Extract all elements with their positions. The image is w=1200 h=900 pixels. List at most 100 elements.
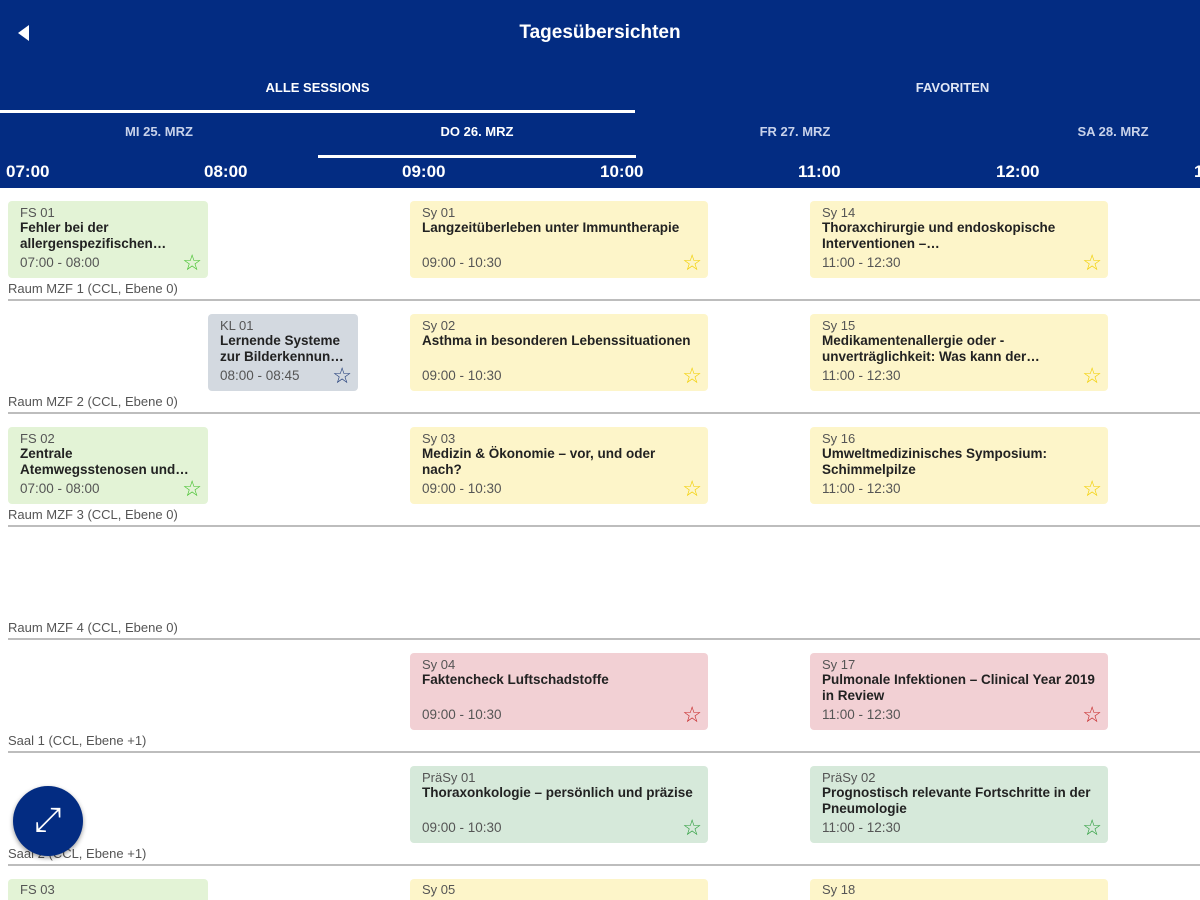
session-code: Sy 16 <box>822 431 856 446</box>
row-divider <box>8 638 1200 640</box>
favorite-star-icon[interactable]: ☆ <box>182 250 202 275</box>
favorite-star-icon[interactable]: ☆ <box>682 250 702 275</box>
session-time: 09:00 - 10:30 <box>422 820 502 835</box>
day-tab-fr[interactable]: FR 27. MRZ <box>759 124 831 139</box>
session-title: Thoraxonkologie – persönlich und präzise <box>422 785 693 800</box>
session-code: Sy 04 <box>422 657 456 672</box>
session-code: Sy 15 <box>822 318 856 333</box>
session-title: Fehler bei der allergenspezifischen… <box>20 220 167 251</box>
session-title: Zentrale Atemwegsstenosen und… <box>20 446 189 477</box>
room-row: PräSy 01 Thoraxonkologie – persönlich und… <box>0 753 1200 866</box>
session-card[interactable]: Sy 17 Pulmonale Infektionen – Clinical Ye… <box>810 653 1108 730</box>
favorite-star-icon[interactable]: ☆ <box>682 702 702 727</box>
favorite-star-icon[interactable]: ☆ <box>1082 363 1102 388</box>
session-time: 11:00 - 12:30 <box>822 820 901 835</box>
session-card[interactable]: Sy 18 <box>810 879 1108 900</box>
room-row: KL 01 Lernende Systeme zur Bilderkennun… 0… <box>0 301 1200 414</box>
session-title: Langzeitüberleben unter Immuntherapie <box>422 220 680 235</box>
hour-label: 09:00 <box>402 162 446 181</box>
hour-label: 12:00 <box>996 162 1040 181</box>
session-card[interactable]: Sy 03 Medizin & Ökonomie – vor, und oder … <box>410 427 708 504</box>
favorite-star-icon[interactable]: ☆ <box>682 815 702 840</box>
session-code: Sy 02 <box>422 318 456 333</box>
session-time: 08:00 - 08:45 <box>220 368 300 383</box>
session-card[interactable]: FS 03 <box>8 879 208 900</box>
session-time: 09:00 - 10:30 <box>422 481 502 496</box>
session-title: Pulmonale Infektionen – Clinical Year 20… <box>822 672 1095 703</box>
session-card[interactable]: Sy 05 <box>410 879 708 900</box>
session-time: 11:00 - 12:30 <box>822 368 901 383</box>
favorite-star-icon[interactable]: ☆ <box>1082 250 1102 275</box>
row-divider <box>8 751 1200 753</box>
session-card[interactable]: PräSy 01 Thoraxonkologie – persönlich und… <box>410 766 708 843</box>
session-time: 09:00 - 10:30 <box>422 368 502 383</box>
room-row: Raum MZF 4 (CCL, Ebene 0) <box>0 527 1200 640</box>
room-row: FS 03 Sy 05 Sy 18 <box>0 866 1200 900</box>
room-label: Raum MZF 2 (CCL, Ebene 0) <box>8 394 178 409</box>
tab-favoriten[interactable]: FAVORITEN <box>915 80 990 95</box>
favorite-star-icon[interactable]: ☆ <box>1082 815 1102 840</box>
row-divider <box>8 299 1200 301</box>
favorite-star-icon[interactable]: ☆ <box>1082 702 1102 727</box>
session-code: Sy 05 <box>422 882 456 897</box>
session-card[interactable]: Sy 04 Faktencheck Luftschadstoffe 09:00 - … <box>410 653 708 730</box>
room-label: Raum MZF 1 (CCL, Ebene 0) <box>8 281 178 296</box>
day-tab-mi[interactable]: MI 25. MRZ <box>125 124 193 139</box>
room-label: Raum MZF 3 (CCL, Ebene 0) <box>8 507 178 522</box>
app-header: Tagesübersichten ALLE SESSIONS FAVORITEN… <box>0 0 1200 188</box>
session-title: Umweltmedizinisches Symposium: Schimmelp… <box>822 446 1048 477</box>
hour-label: 10:00 <box>600 162 644 181</box>
session-title: Medizin & Ökonomie – vor, und oder nach? <box>422 446 656 477</box>
room-label: Saal 1 (CCL, Ebene +1) <box>8 733 147 748</box>
session-card[interactable]: KL 01 Lernende Systeme zur Bilderkennun… 0… <box>208 314 358 391</box>
day-tab-do[interactable]: DO 26. MRZ <box>318 124 636 158</box>
session-time: 07:00 - 08:00 <box>20 255 100 270</box>
session-code: Sy 18 <box>822 882 856 897</box>
session-title: Prognostisch relevante Fortschritte in d… <box>822 785 1091 816</box>
favorite-star-icon[interactable]: ☆ <box>1082 476 1102 501</box>
session-card[interactable]: FS 01 Fehler bei der allergenspezifischen… <box>8 201 208 278</box>
session-card[interactable]: Sy 01 Langzeitüberleben unter Immuntherap… <box>410 201 708 278</box>
session-code: KL 01 <box>220 318 254 333</box>
row-divider <box>8 525 1200 527</box>
session-code: FS 03 <box>20 882 55 897</box>
hour-label: 11:00 <box>798 162 841 181</box>
session-code: Sy 01 <box>422 205 456 220</box>
favorite-star-icon[interactable]: ☆ <box>682 476 702 501</box>
tab-alle-sessions[interactable]: ALLE SESSIONS <box>0 80 635 113</box>
row-divider <box>8 864 1200 866</box>
favorite-star-icon[interactable]: ☆ <box>332 363 352 388</box>
room-label: Raum MZF 4 (CCL, Ebene 0) <box>8 620 178 635</box>
session-code: Sy 14 <box>822 205 856 220</box>
session-code: FS 02 <box>20 431 55 446</box>
session-card[interactable]: Sy 14 Thoraxchirurgie und endoskopische I… <box>810 201 1108 278</box>
expand-icon: ⤢ <box>34 801 62 839</box>
back-arrow-icon[interactable] <box>14 20 36 46</box>
session-time: 09:00 - 10:30 <box>422 255 502 270</box>
session-card[interactable]: PräSy 02 Prognostisch relevante Fortschri… <box>810 766 1108 843</box>
session-code: Sy 03 <box>422 431 456 446</box>
day-tab-sa[interactable]: SA 28. MRZ <box>1077 124 1149 139</box>
hour-label: 08:00 <box>204 162 248 181</box>
room-row: FS 02 Zentrale Atemwegsstenosen und… 07:00… <box>0 414 1200 527</box>
expand-button[interactable]: ⤢ <box>13 786 83 856</box>
session-time: 11:00 - 12:30 <box>822 481 901 496</box>
session-code: PräSy 01 <box>422 770 476 785</box>
session-card[interactable]: Sy 15 Medikamentenallergie oder -unverträ… <box>810 314 1108 391</box>
session-code: FS 01 <box>20 205 55 220</box>
hour-label: 07:00 <box>6 162 50 181</box>
session-title: Lernende Systeme zur Bilderkennun… <box>220 333 344 364</box>
session-card[interactable]: Sy 02 Asthma in besonderen Lebenssituatio… <box>410 314 708 391</box>
session-card[interactable]: Sy 16 Umweltmedizinisches Symposium: Schi… <box>810 427 1108 504</box>
hour-label: 13:00 <box>1194 162 1200 181</box>
room-row: Sy 04 Faktencheck Luftschadstoffe 09:00 - … <box>0 640 1200 753</box>
favorite-star-icon[interactable]: ☆ <box>682 363 702 388</box>
room-row: FS 01 Fehler bei der allergenspezifischen… <box>0 188 1200 301</box>
session-time: 07:00 - 08:00 <box>20 481 100 496</box>
session-card[interactable]: FS 02 Zentrale Atemwegsstenosen und… 07:00… <box>8 427 208 504</box>
row-divider <box>8 412 1200 414</box>
session-title: Medikamentenallergie oder -unverträglich… <box>822 333 1040 364</box>
session-title: Asthma in besonderen Lebenssituationen <box>422 333 691 348</box>
favorite-star-icon[interactable]: ☆ <box>182 476 202 501</box>
session-time: 11:00 - 12:30 <box>822 707 901 722</box>
